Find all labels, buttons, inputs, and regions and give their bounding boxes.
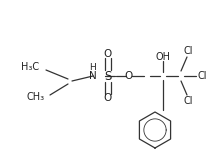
- Text: O: O: [125, 71, 133, 81]
- Text: OH: OH: [156, 52, 171, 62]
- Text: CH₃: CH₃: [27, 92, 45, 102]
- Text: Cl: Cl: [197, 71, 207, 81]
- Text: S: S: [104, 70, 112, 82]
- Text: N: N: [89, 71, 97, 81]
- Text: O: O: [104, 93, 112, 103]
- Text: H: H: [90, 62, 96, 72]
- Text: Cl: Cl: [183, 46, 193, 56]
- Text: Cl: Cl: [183, 96, 193, 106]
- Text: H₃C: H₃C: [21, 62, 39, 72]
- Text: O: O: [104, 49, 112, 59]
